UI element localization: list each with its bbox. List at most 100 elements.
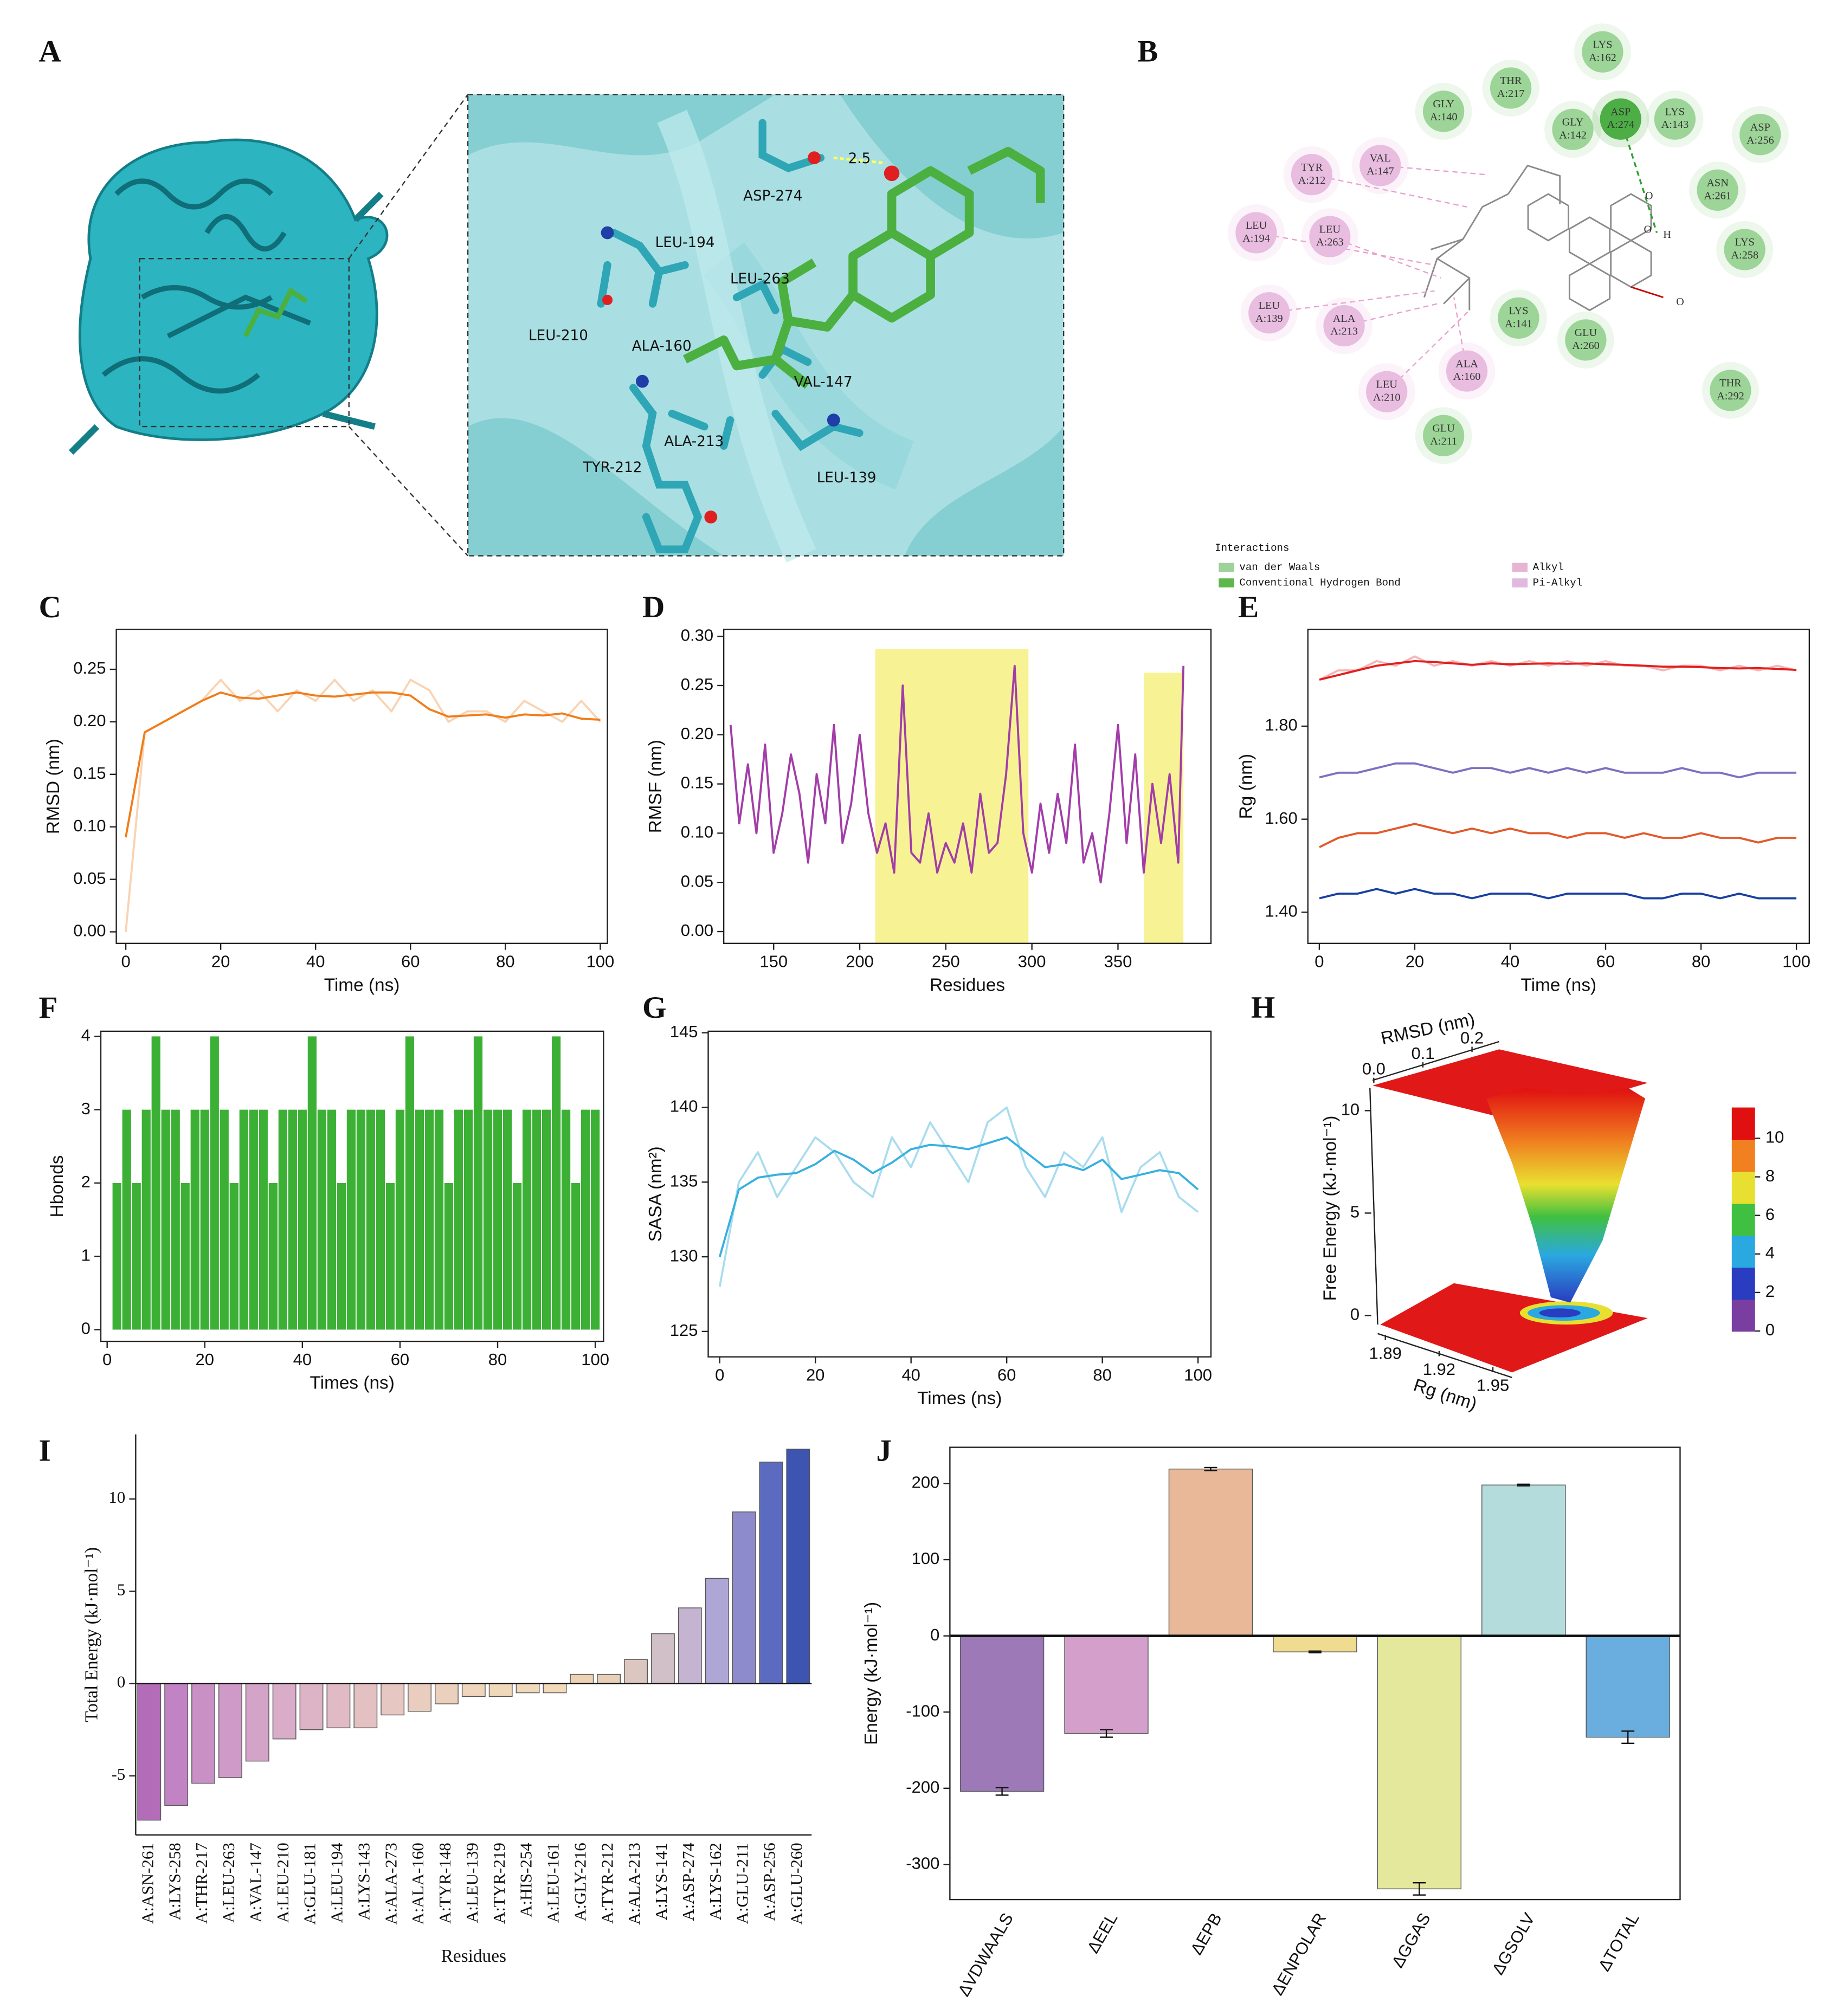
x-tick-label: 40 bbox=[1501, 952, 1519, 971]
x-tick-label: A:LEU-263 bbox=[219, 1843, 238, 1923]
bar bbox=[591, 1109, 600, 1330]
atom-label: O bbox=[1645, 190, 1653, 202]
bar bbox=[454, 1109, 463, 1330]
x-axis bbox=[1372, 1041, 1499, 1081]
y-tick-label: 0.10 bbox=[681, 823, 713, 842]
x-tick-label: A:THR-217 bbox=[192, 1843, 211, 1924]
binding-site-zoom bbox=[467, 94, 1065, 563]
y-axis-label: Total Energy (kJ·mol⁻¹) bbox=[81, 1547, 101, 1722]
bar bbox=[191, 1683, 215, 1784]
residue-chain: A:143 bbox=[1661, 119, 1689, 131]
y-tick-label: 0.25 bbox=[681, 675, 713, 694]
y-tick-label: 1.89 bbox=[1369, 1343, 1402, 1362]
series-line bbox=[1319, 823, 1797, 848]
plot-frame bbox=[723, 629, 1212, 944]
residue-node bbox=[1710, 370, 1751, 411]
x-tick-label: 300 bbox=[1018, 952, 1046, 971]
legend-label: Conventional Hydrogen Bond bbox=[1239, 577, 1400, 589]
x-axis-label: Times (ns) bbox=[310, 1373, 395, 1393]
y-tick-label: 200 bbox=[912, 1473, 940, 1492]
x-tick-label: 40 bbox=[901, 1366, 920, 1385]
x-tick-label: A:LEU-194 bbox=[327, 1843, 346, 1923]
x-tick-label: 100 bbox=[581, 1350, 609, 1369]
legend-label: van der Waals bbox=[1239, 561, 1320, 573]
residue-chain: A:261 bbox=[1704, 190, 1731, 202]
plot-frame bbox=[949, 1446, 1681, 1901]
bar bbox=[570, 1673, 594, 1684]
series-line bbox=[1319, 888, 1797, 900]
chart-E: 1.40 1.60 1.80 0 20 40 60 80 100 Rg (nm) Time (ns) bbox=[1236, 629, 1810, 995]
residue-node bbox=[1565, 319, 1607, 361]
residue-label: LEU-210 bbox=[529, 328, 588, 344]
bar bbox=[249, 1109, 258, 1330]
residue-node bbox=[1582, 31, 1623, 73]
bar bbox=[483, 1109, 493, 1330]
bar bbox=[434, 1109, 444, 1330]
x-tick-label: 80 bbox=[1093, 1366, 1111, 1385]
y-tick-label: 0.30 bbox=[681, 625, 713, 644]
residue-chain: A:147 bbox=[1367, 165, 1394, 177]
x-tick-label: A:LYS-258 bbox=[165, 1843, 184, 1920]
z-axis bbox=[1369, 1088, 1378, 1325]
colorbar-label: 4 bbox=[1765, 1243, 1775, 1262]
panel-label: J bbox=[876, 1434, 892, 1468]
x-tick-label: ΔEEL bbox=[1084, 1910, 1122, 1956]
bar bbox=[141, 1109, 151, 1330]
bar bbox=[424, 1109, 434, 1330]
x-tick-label: A:HIS-254 bbox=[517, 1843, 536, 1917]
bar bbox=[122, 1109, 131, 1330]
bar bbox=[759, 1462, 783, 1684]
residue-chain: A:213 bbox=[1330, 326, 1358, 338]
bar bbox=[405, 1036, 415, 1330]
x-tick-label: 0 bbox=[121, 952, 130, 971]
x-tick-label: 0.1 bbox=[1411, 1044, 1434, 1063]
residue-name: LYS bbox=[1735, 236, 1755, 248]
bar bbox=[346, 1109, 356, 1330]
bar bbox=[1064, 1635, 1149, 1734]
residue-chain: A:162 bbox=[1589, 51, 1616, 63]
bar bbox=[278, 1109, 287, 1330]
residue-name: LYS bbox=[1665, 106, 1685, 118]
alkyl-interaction bbox=[1344, 303, 1438, 327]
colorbar-segment bbox=[1731, 1203, 1755, 1236]
bar bbox=[516, 1683, 540, 1694]
error-bar bbox=[1100, 1729, 1113, 1738]
y-tick-label: 135 bbox=[670, 1171, 698, 1190]
x-tick-label: A:ALA-273 bbox=[381, 1843, 400, 1924]
legend-swatch bbox=[1512, 578, 1528, 587]
panel-label: E bbox=[1238, 590, 1259, 624]
y-tick-label: 5 bbox=[117, 1580, 126, 1599]
x-axis-label: Time (ns) bbox=[1521, 975, 1597, 995]
x-tick-label: 0 bbox=[102, 1350, 112, 1369]
protein-overview bbox=[68, 94, 469, 557]
x-tick-label: ΔVDWAALS bbox=[954, 1910, 1017, 2000]
y-tick-label: 1.40 bbox=[1265, 901, 1297, 920]
bar bbox=[239, 1109, 248, 1330]
bar bbox=[1481, 1484, 1566, 1637]
bar bbox=[161, 1109, 170, 1330]
bar bbox=[229, 1183, 239, 1330]
bar bbox=[299, 1683, 324, 1730]
residue-label: TYR-212 bbox=[583, 460, 642, 476]
bar bbox=[385, 1183, 395, 1330]
y-axis-label: Energy (kJ·mol⁻¹) bbox=[861, 1602, 881, 1745]
residue-label: ALA-160 bbox=[632, 338, 692, 354]
x-tick-label: 350 bbox=[1104, 952, 1132, 971]
z-axis-label: Free Energy (kJ·mol⁻¹) bbox=[1320, 1116, 1341, 1301]
bar bbox=[461, 1683, 486, 1697]
residue-name: LYS bbox=[1509, 305, 1528, 317]
residue-name: LYS bbox=[1593, 38, 1612, 50]
error-bar bbox=[1517, 1483, 1530, 1487]
residue-chain: A:160 bbox=[1453, 371, 1481, 383]
ligand-skeleton bbox=[1423, 164, 1664, 311]
bar bbox=[1586, 1635, 1670, 1738]
residue-label: VAL-147 bbox=[794, 374, 853, 391]
z-tick-label: 0 bbox=[1350, 1305, 1359, 1324]
bar bbox=[151, 1036, 160, 1330]
series-line bbox=[729, 664, 1185, 884]
panel-label: D bbox=[642, 590, 665, 624]
x-tick-label: 0 bbox=[1314, 952, 1324, 971]
residue-name: ASP bbox=[1610, 106, 1631, 118]
y-tick-label: 100 bbox=[912, 1549, 940, 1568]
plot-frame bbox=[707, 1030, 1212, 1358]
